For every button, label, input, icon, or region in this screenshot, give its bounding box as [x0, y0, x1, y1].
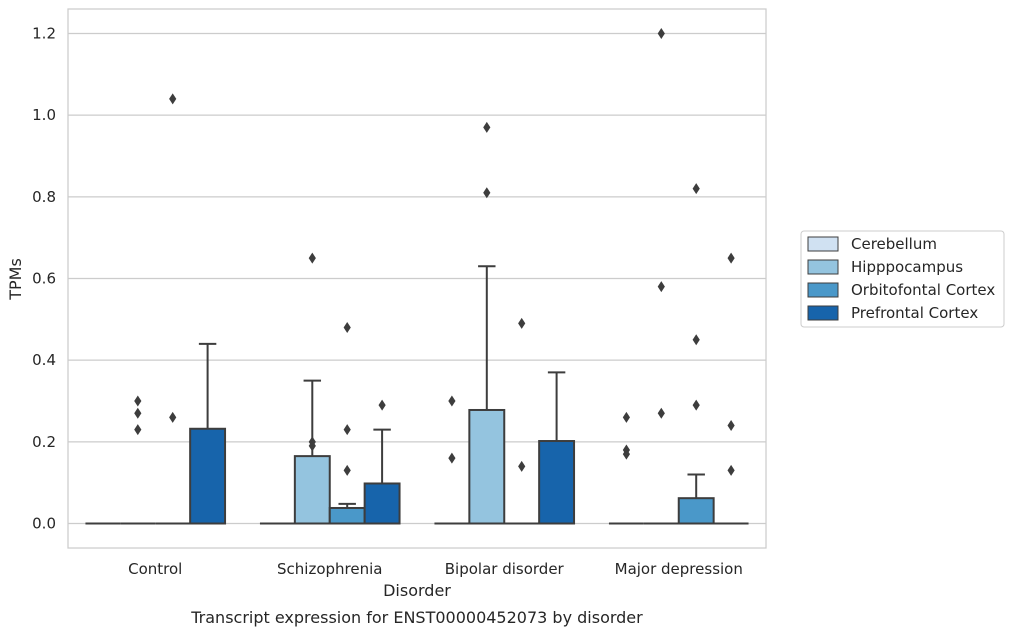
x-tick-label: Control: [128, 560, 182, 578]
outlier-point: [692, 334, 700, 346]
outlier-point: [622, 411, 630, 423]
outlier-point: [448, 452, 456, 464]
legend: Cerebellum Hipppocampus Orbitofontal Corte…: [800, 230, 1005, 328]
outlier-point: [518, 317, 526, 329]
x-tick-label: Schizophrenia: [277, 560, 382, 578]
legend-swatch: [807, 236, 839, 252]
outlier-point: [134, 395, 142, 407]
legend-frame: [800, 230, 1005, 328]
outlier-point: [169, 93, 177, 105]
outlier-point: [343, 424, 351, 436]
outlier-point: [518, 460, 526, 472]
outlier-point: [727, 420, 735, 431]
plot-frame: [67, 8, 767, 549]
y-axis-title: TPMs: [6, 258, 25, 301]
outlier-point: [657, 407, 665, 419]
legend-swatch: [807, 282, 839, 298]
legend-label: Cerebellum: [851, 235, 937, 253]
box: [328, 506, 366, 525]
outlier-point: [448, 395, 456, 407]
x-tick-label: Bipolar disorder: [445, 560, 565, 578]
legend-swatch: [807, 305, 839, 321]
y-tick-label: 1.0: [32, 106, 56, 124]
y-tick-labels: 0.0 0.2 0.4 0.6 0.8 1.0 1.2: [32, 25, 56, 533]
outlier-point: [378, 399, 386, 411]
outlier-point: [308, 252, 316, 264]
chart-title: Transcript expression for ENST0000045207…: [190, 608, 643, 627]
legend-label: Hipppocampus: [851, 258, 963, 276]
outlier-point: [134, 407, 142, 419]
outlier-point: [483, 121, 491, 133]
x-tick-labels: Control Schizophrenia Bipolar disorder Majo…: [128, 560, 743, 578]
legend-label: Prefrontal Cortex: [851, 304, 978, 322]
legend-label: Orbitofontal Cortex: [851, 281, 995, 299]
box: [538, 440, 576, 525]
outlier-point: [343, 322, 351, 333]
outlier-point: [343, 464, 351, 476]
outlier-point: [727, 464, 735, 476]
y-tick-label: 0.2: [32, 433, 56, 451]
box: [293, 455, 331, 525]
box: [189, 427, 227, 525]
outlier-point: [692, 399, 700, 411]
y-tick-label: 0.0: [32, 515, 56, 533]
y-tick-label: 1.2: [32, 25, 56, 43]
outlier-point: [134, 424, 142, 436]
box: [468, 408, 506, 525]
boxes-layer: [85, 265, 749, 525]
outlier-point: [308, 440, 316, 452]
outlier-point: [169, 411, 177, 423]
outlier-point: [727, 252, 735, 264]
outlier-point: [657, 281, 665, 293]
y-tick-label: 0.8: [32, 188, 56, 206]
outlier-point: [483, 187, 491, 199]
legend-swatch: [807, 259, 839, 275]
x-tick-label: Major depression: [615, 560, 743, 578]
box: [677, 497, 715, 525]
outlier-point: [622, 448, 630, 460]
y-tick-label: 0.4: [32, 351, 56, 369]
outliers-layer: [134, 28, 735, 476]
x-axis-title: Disorder: [383, 581, 451, 600]
box: [363, 482, 401, 525]
y-tick-label: 0.6: [32, 270, 56, 288]
outlier-point: [657, 28, 665, 39]
outlier-point: [692, 183, 700, 195]
